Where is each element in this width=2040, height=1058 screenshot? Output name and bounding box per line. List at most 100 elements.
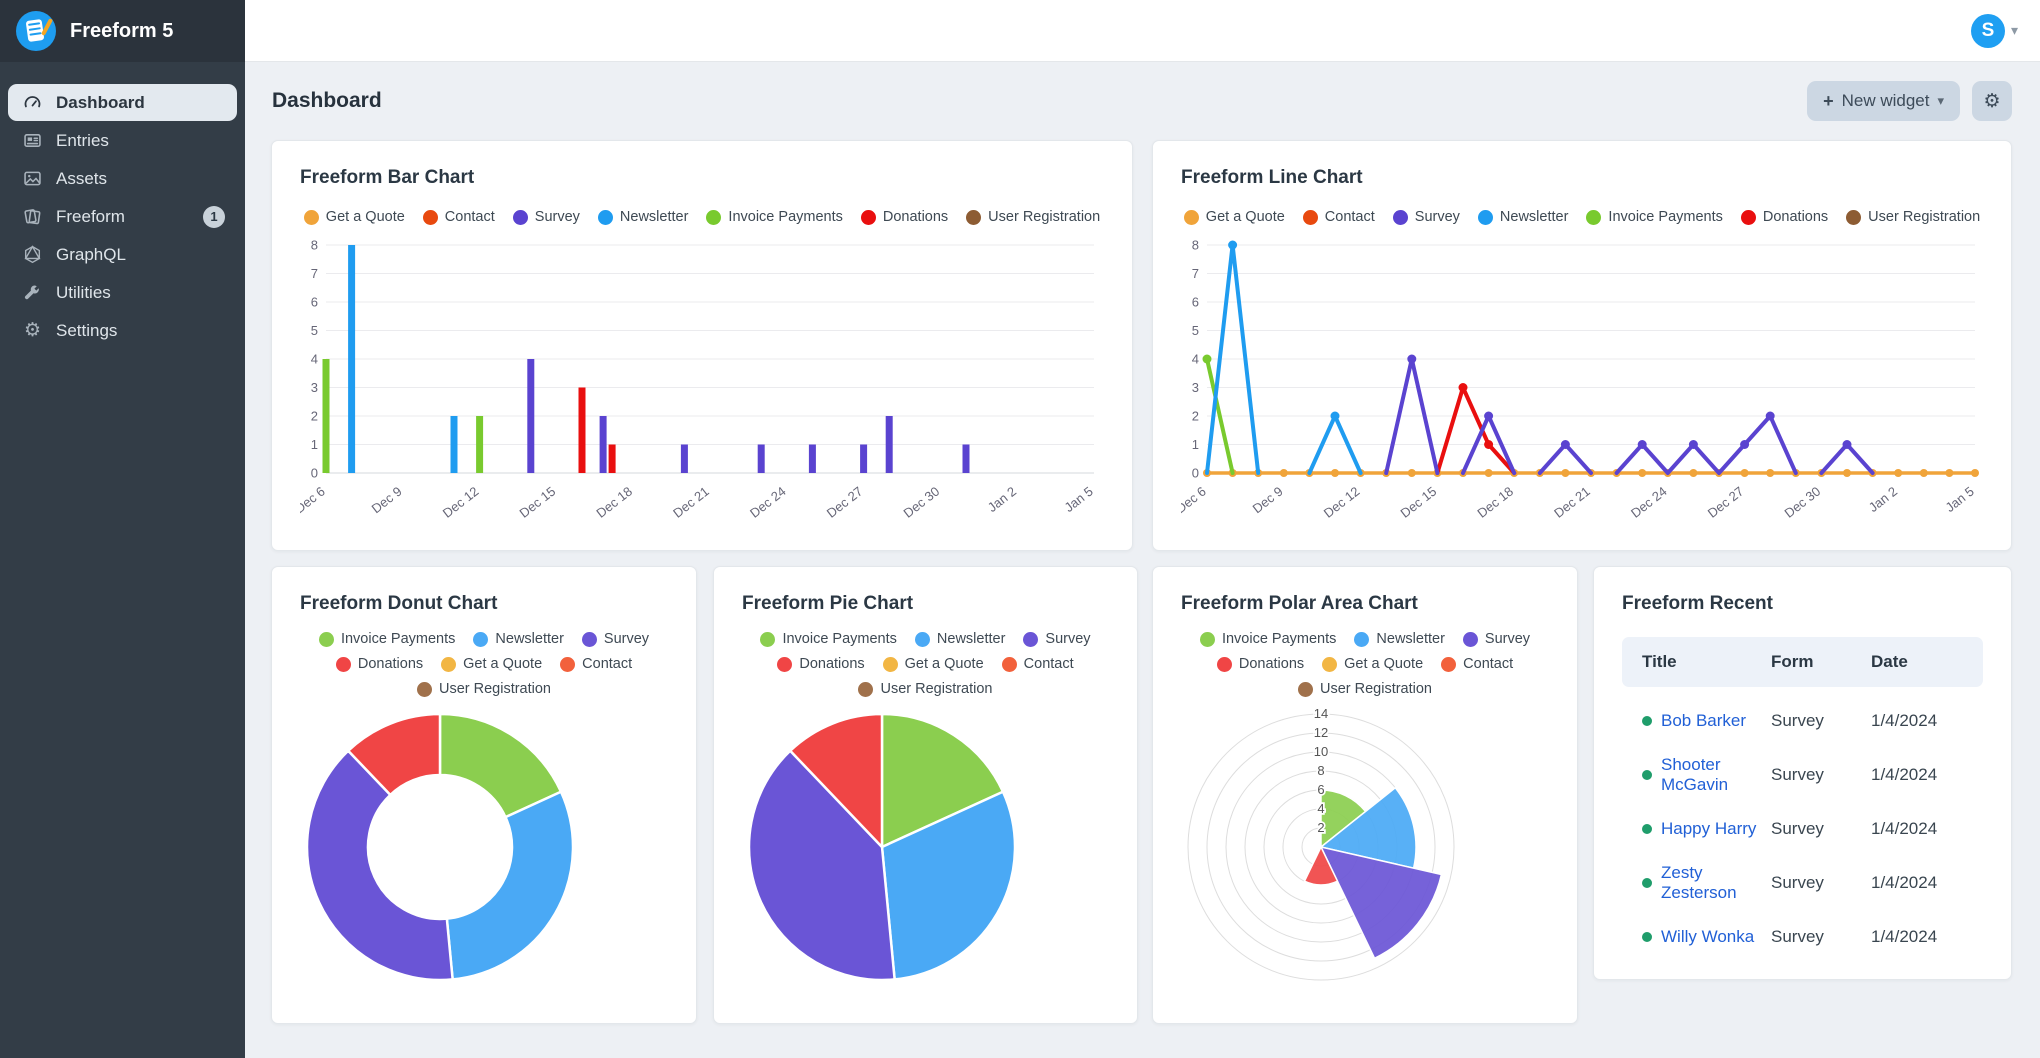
legend-item[interactable]: Invoice Payments (760, 631, 897, 647)
legend-item[interactable]: Newsletter (1354, 631, 1445, 647)
legend-item[interactable]: Invoice Payments (318, 631, 455, 647)
legend-item[interactable]: Get a Quote (1183, 209, 1285, 225)
legend-item[interactable]: Get a Quote (1322, 656, 1423, 672)
svg-text:Dec 30: Dec 30 (901, 484, 943, 521)
legend-item[interactable]: Newsletter (914, 631, 1005, 647)
sidebar-item-label: Dashboard (56, 92, 145, 112)
wrench-icon (22, 282, 43, 303)
legend-item[interactable]: Invoice Payments (1199, 631, 1336, 647)
status-dot-icon (1642, 715, 1652, 726)
svg-text:Dec 21: Dec 21 (1551, 484, 1593, 521)
polar-chart-legend: Invoice Payments Newsletter Survey Donation… (1181, 631, 1549, 697)
legend-swatch-icon (706, 209, 722, 225)
svg-text:14: 14 (1314, 707, 1328, 721)
sidebar-item-graphql[interactable]: GraphQL (8, 236, 237, 273)
bar-chart-widget: Freeform Bar Chart Get a Quote Contact Sur… (271, 140, 1133, 551)
legend-item[interactable]: Donations (777, 656, 865, 672)
table-row: Zesty Zesterson Survey 1/4/2024 (1622, 862, 1983, 903)
legend-item[interactable]: User Registration (1846, 209, 1980, 225)
sidebar-item-label: Assets (56, 168, 108, 188)
legend-item[interactable]: Newsletter (1477, 209, 1568, 225)
sidebar-item-utilities[interactable]: Utilities (8, 274, 237, 311)
svg-text:12: 12 (1314, 725, 1328, 740)
legend-item[interactable]: Survey (581, 631, 649, 647)
legend-item[interactable]: Donations (860, 209, 948, 225)
svg-text:Dec 12: Dec 12 (440, 484, 482, 521)
status-dot-icon (1642, 931, 1652, 942)
legend-swatch-icon (512, 209, 528, 225)
column-header-date: Date (1871, 652, 1908, 671)
legend-item[interactable]: Newsletter (597, 209, 688, 225)
topbar: S ▾ (245, 0, 2040, 62)
legend-item[interactable]: Survey (1392, 209, 1460, 225)
sidebar-item-settings[interactable]: ⚙ Settings (8, 312, 237, 349)
svg-text:3: 3 (311, 380, 318, 395)
legend-item[interactable]: Contact (1302, 209, 1375, 225)
legend-item[interactable]: Survey (512, 209, 580, 225)
svg-text:Dec 18: Dec 18 (593, 484, 635, 521)
legend-item[interactable]: Get a Quote (441, 656, 542, 672)
sidebar-item-assets[interactable]: Assets (8, 160, 237, 197)
legend-item[interactable]: Contact (422, 209, 495, 225)
legend-item[interactable]: Get a Quote (303, 209, 405, 225)
legend-item[interactable]: Donations (1740, 209, 1828, 225)
line-chart-widget: Freeform Line Chart Get a Quote Contact Su… (1152, 140, 2012, 551)
pie-chart-legend: Invoice Payments Newsletter Survey Donation… (742, 631, 1109, 697)
svg-text:Jan 2: Jan 2 (1866, 484, 1900, 515)
legend-item[interactable]: Get a Quote (882, 656, 984, 672)
legend-item[interactable]: User Registration (1297, 681, 1432, 697)
submission-link[interactable]: Shooter McGavin (1661, 754, 1729, 794)
widget-settings-button[interactable]: ⚙ (1972, 81, 2012, 121)
submission-date: 1/4/2024 (1871, 818, 1938, 838)
legend-item[interactable]: Invoice Payments (1586, 209, 1723, 225)
submission-link[interactable]: Zesty Zesterson (1661, 862, 1737, 902)
legend-item[interactable]: Contact (1441, 656, 1513, 672)
svg-text:Dec 6: Dec 6 (1181, 484, 1209, 517)
recent-table-header: Title Form Date (1622, 637, 1983, 687)
new-widget-button[interactable]: + New widget ▾ (1807, 81, 1960, 121)
legend-swatch-icon (581, 631, 597, 647)
sidebar-item-freeform[interactable]: Freeform 1 (8, 198, 237, 235)
sidebar-item-dashboard[interactable]: Dashboard (8, 84, 237, 121)
svg-text:8: 8 (1192, 238, 1199, 253)
legend-item[interactable]: User Registration (858, 681, 993, 697)
submission-link[interactable]: Happy Harry (1661, 818, 1757, 838)
app-logo[interactable]: Freeform 5 (0, 0, 245, 62)
legend-item[interactable]: Contact (1001, 656, 1074, 672)
legend-swatch-icon (777, 656, 793, 672)
legend-item[interactable]: User Registration (416, 681, 551, 697)
legend-item[interactable]: Survey (1462, 631, 1530, 647)
sidebar-item-entries[interactable]: Entries (8, 122, 237, 159)
legend-swatch-icon (335, 656, 351, 672)
legend-item[interactable]: Newsletter (473, 631, 564, 647)
legend-swatch-icon (1846, 209, 1862, 225)
sidebar: Freeform 5 Dashboard Entries Assets Freefor… (0, 0, 245, 1058)
widget-title: Freeform Polar Area Chart (1181, 593, 1418, 614)
svg-text:1: 1 (1192, 437, 1199, 452)
polar-chart-canvas: 2 4 6 8 10 12 14 (1181, 704, 1549, 992)
widget-title: Freeform Line Chart (1181, 167, 1363, 188)
user-avatar[interactable]: S (1970, 13, 2005, 48)
legend-item[interactable]: Survey (1023, 631, 1091, 647)
legend-item[interactable]: Contact (560, 656, 632, 672)
legend-item[interactable]: User Registration (966, 209, 1100, 225)
bar-chart-legend: Get a Quote Contact Survey Newsletter Invoic… (300, 209, 1104, 225)
status-dot-icon (1642, 823, 1652, 834)
gauge-icon (22, 92, 43, 113)
svg-text:0: 0 (1192, 466, 1199, 481)
page-title: Dashboard (272, 89, 382, 112)
legend-item[interactable]: Donations (1216, 656, 1304, 672)
submission-link[interactable]: Willy Wonka (1661, 926, 1755, 946)
legend-item[interactable]: Invoice Payments (706, 209, 843, 225)
sidebar-item-label: GraphQL (56, 244, 126, 264)
pie-chart-widget: Freeform Pie Chart Invoice Payments Newsl… (713, 566, 1138, 1024)
donut-chart-canvas (300, 707, 668, 992)
legend-item[interactable]: Donations (335, 656, 423, 672)
table-row: Bob Barker Survey 1/4/2024 (1622, 700, 1983, 741)
legend-swatch-icon (914, 631, 930, 647)
chevron-down-icon: ▾ (1937, 93, 1944, 108)
sidebar-nav: Dashboard Entries Assets Freeform 1 GraphQL Ut… (0, 84, 245, 349)
submission-link[interactable]: Bob Barker (1661, 710, 1747, 730)
svg-text:Dec 21: Dec 21 (670, 484, 712, 521)
submission-form: Survey (1771, 818, 1824, 838)
